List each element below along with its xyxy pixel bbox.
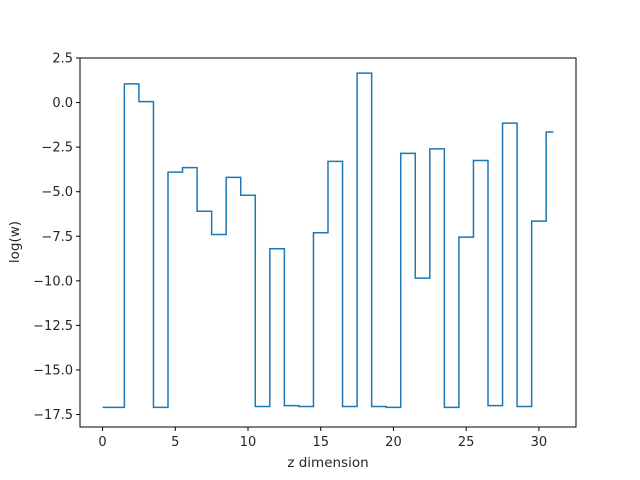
y-tick-label: −5.0 (41, 185, 73, 200)
y-tick-label: −7.5 (41, 230, 73, 245)
plot-frame (79, 57, 577, 428)
y-tick-label: −17.5 (33, 408, 73, 423)
x-tick-label: 20 (385, 435, 402, 450)
y-tick-label: 2.5 (52, 52, 73, 67)
x-axis-label: z dimension (287, 455, 368, 471)
y-axis-label: log(w) (7, 221, 23, 263)
y-axis-ticks: 2.5 0.0 −2.5 −5.0 −7.5 −10.0 −12.5 −15.0 −17.5 (33, 52, 80, 423)
x-tick-label: 5 (171, 435, 179, 450)
x-tick-label: 10 (240, 435, 257, 450)
x-tick-label: 25 (458, 435, 475, 450)
x-axis-ticks: 0 5 10 15 20 25 30 (98, 427, 547, 450)
y-tick-label: −15.0 (33, 363, 73, 378)
series-line-0 (102, 72, 554, 409)
y-tick-label: −10.0 (33, 274, 73, 289)
y-tick-label: 0.0 (52, 96, 73, 111)
plot-layer (102, 72, 554, 409)
x-tick-label: 30 (531, 435, 548, 450)
x-tick-label: 15 (312, 435, 329, 450)
y-tick-label: −2.5 (41, 141, 73, 156)
x-tick-label: 0 (98, 435, 106, 450)
y-tick-label: −12.5 (33, 319, 73, 334)
